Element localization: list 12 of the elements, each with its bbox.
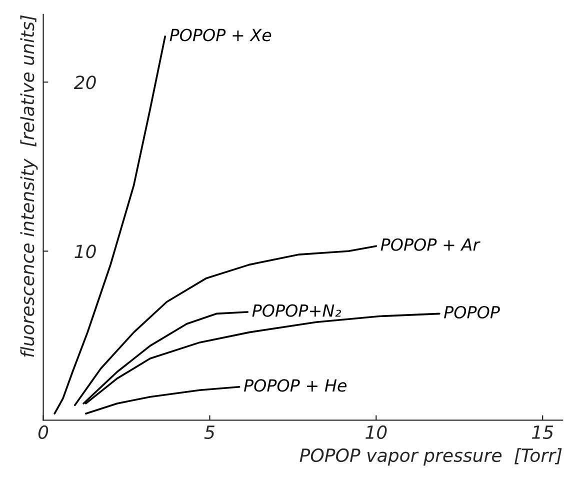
x-tick-label: 5 bbox=[204, 426, 214, 440]
x-tick-label: 0 bbox=[38, 425, 48, 440]
y-tick-label: 20 bbox=[74, 76, 96, 90]
x-tick-label: 15 bbox=[532, 426, 554, 440]
series-label: POPOP+N₂ bbox=[252, 304, 342, 317]
series-label: POPOP + He bbox=[244, 379, 347, 392]
x-tick-label: 10 bbox=[366, 425, 387, 440]
series-label: POPOP + Xe bbox=[170, 28, 272, 42]
series-label: POPOP + Ar bbox=[380, 238, 480, 251]
y-axis-title: fluorescence intensity [relative units] bbox=[20, 15, 38, 357]
series-label: POPOP bbox=[444, 306, 500, 319]
x-axis-title: POPOP vapor pressure [Torr] bbox=[300, 448, 562, 466]
